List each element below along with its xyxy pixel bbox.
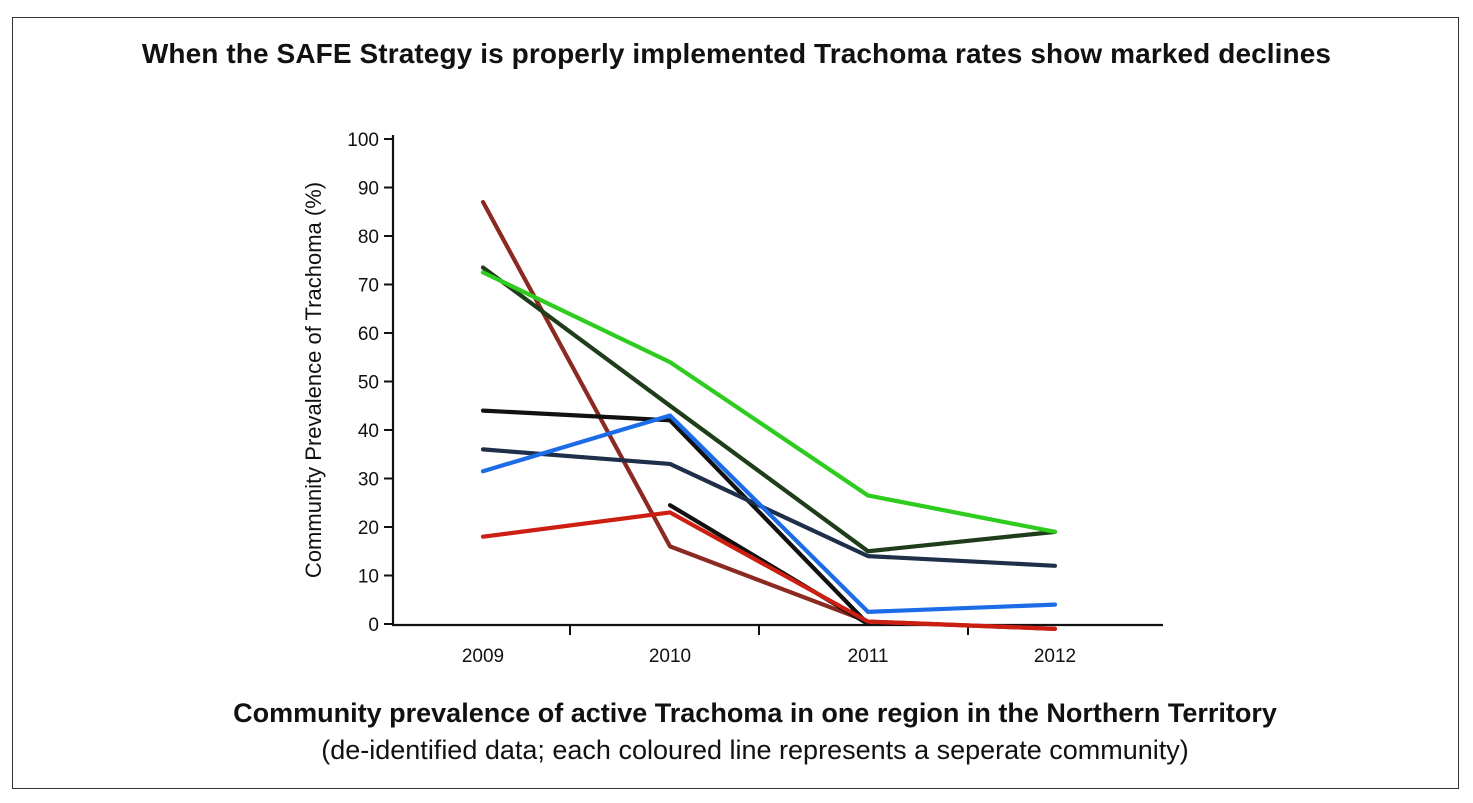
series-line (480, 447, 1058, 568)
chart-subcaption: (de-identified data; each coloured line … (321, 735, 1189, 765)
series-line (480, 270, 1058, 534)
y-tick-label: 50 (358, 373, 379, 394)
x-tick-label: 2012 (1034, 646, 1076, 667)
y-axis-title: Community Prevalence of Trachoma (%) (301, 182, 326, 578)
x-tick-label: 2009 (462, 646, 504, 667)
axes: 0 10 20 30 40 50 60 70 80 90 100 2009 2010 2011 2012 Co… (301, 130, 1163, 667)
y-tick-label: 100 (347, 130, 379, 151)
x-tick-label: 2011 (848, 646, 889, 667)
y-tick-label: 30 (358, 470, 379, 491)
series-line (480, 413, 1058, 614)
y-tick-label: 90 (358, 179, 379, 200)
y-tick-label: 70 (358, 276, 379, 297)
series-line (480, 510, 1058, 631)
y-tick-label: 40 (358, 421, 379, 442)
y-tick-label: 60 (358, 324, 379, 345)
y-tick-label: 0 (368, 615, 379, 636)
y-tick-label: 10 (358, 567, 379, 588)
x-tick-label: 2010 (649, 646, 691, 667)
series-line (480, 265, 1058, 554)
series-group (480, 199, 1058, 631)
y-tick-label: 20 (358, 518, 379, 539)
figure-frame (12, 17, 1459, 789)
chart-title: When the SAFE Strategy is properly imple… (141, 38, 1332, 69)
series-line (480, 408, 871, 627)
chart-caption: Community prevalence of active Trachoma … (233, 698, 1277, 728)
y-tick-label: 80 (358, 227, 379, 248)
